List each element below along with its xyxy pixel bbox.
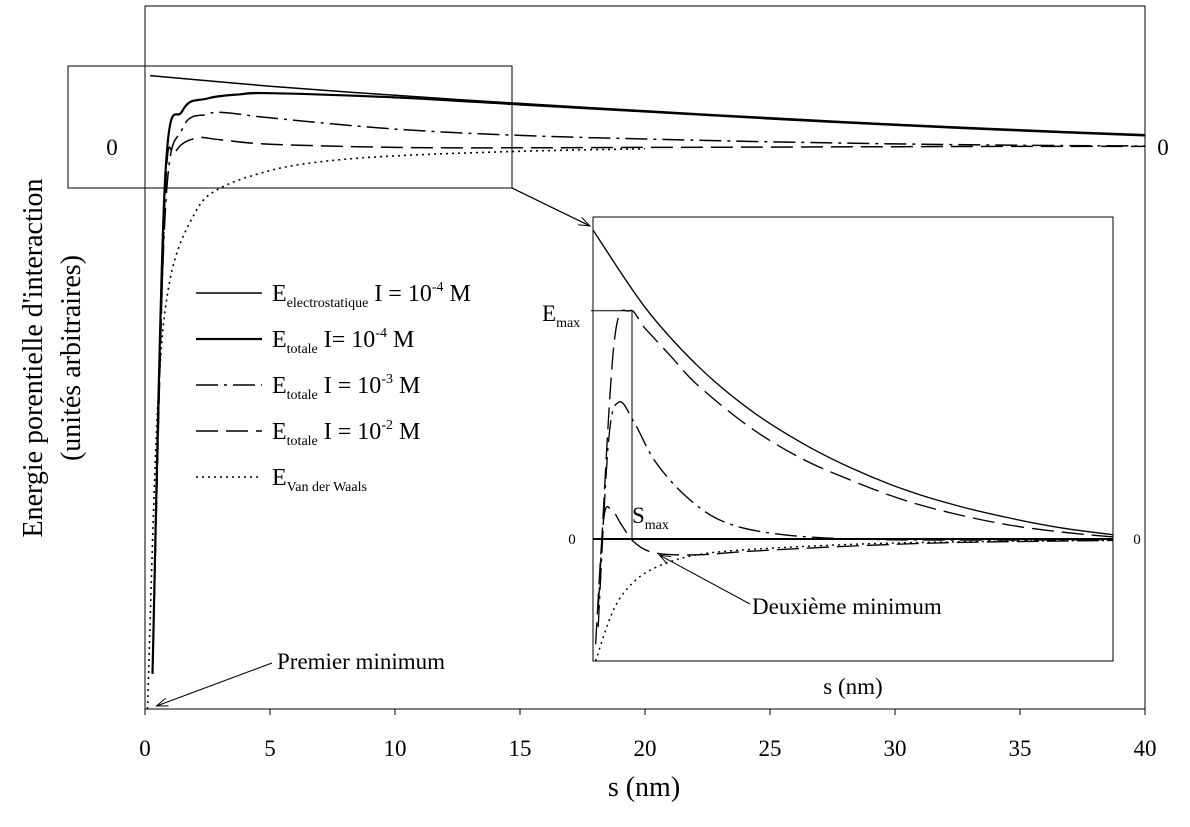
annotation-premier-minimum: Premier minimum <box>277 649 445 674</box>
annotation-deuxieme-minimum: Deuxième minimum <box>752 594 942 619</box>
main-series-line-3 <box>151 111 1146 674</box>
legend-entry-sup: -4 <box>432 280 444 295</box>
legend-entry-unit: M <box>393 373 420 399</box>
legend-entry-sup: -3 <box>381 372 393 387</box>
legend-entry-text: I = 10 <box>318 373 382 399</box>
legend-entry-sup: -2 <box>381 418 393 433</box>
x-axis-ticks: 0 5 10 15 20 25 30 35 40 <box>139 709 1157 761</box>
x-tick-label-10: 10 <box>384 736 407 761</box>
deuxieme-minimum-arrow <box>658 554 751 605</box>
legend-entry-sub: totale <box>287 434 318 449</box>
y-axis-title-line2: (unités arbitraires) <box>56 255 87 461</box>
x-tick-label-30: 30 <box>884 736 907 761</box>
main-series-line-1 <box>149 74 1146 136</box>
legend-entry-sub: totale <box>287 342 318 357</box>
x-tick-label-5: 5 <box>264 736 276 761</box>
inset-series-line-3 <box>597 401 1114 627</box>
main-series-line-4 <box>151 136 1146 674</box>
main-series-group <box>146 74 1146 710</box>
inset-emax-smax-markers <box>591 310 633 539</box>
legend-entry-3: Etotale I = 10-3 M <box>272 372 420 403</box>
premier-minimum-arrow <box>155 187 592 707</box>
main-series-line-5 <box>146 148 646 710</box>
deuxieme-arrow-shaft <box>659 554 751 605</box>
label-emax-base: E <box>542 301 556 326</box>
inset-zero-left: 0 <box>568 532 576 548</box>
inset-series-line-1 <box>592 229 1114 536</box>
zoom-connector-arrow-head <box>578 217 592 227</box>
legend-entry-sub: Van der Waals <box>287 480 367 495</box>
label-smax-base: S <box>632 503 645 528</box>
x-tick-label-25: 25 <box>759 736 782 761</box>
deuxieme-arrow-head <box>658 554 672 565</box>
label-emax-sub: max <box>556 316 580 331</box>
legend-entry-1: Eelectrostatique I = 10-4 M <box>272 280 471 311</box>
legend-entry-text: I = 10 <box>318 419 382 445</box>
legend-entry-unit: M <box>387 327 414 353</box>
legend-entry-sup: -4 <box>375 326 387 341</box>
inset-series-group <box>592 229 1114 662</box>
legend-entry-unit: M <box>444 281 471 307</box>
zoom-connector-arrow-shaft <box>511 187 591 227</box>
premier-arrow-shaft <box>156 662 273 707</box>
legend-entry-text: I= 10 <box>318 327 376 353</box>
x-tick-label-0: 0 <box>139 736 151 761</box>
main-series-line-2 <box>151 91 1146 674</box>
legend-entry-2: Etotale I= 10-4 M <box>272 326 414 357</box>
x-tick-label-35: 35 <box>1009 736 1032 761</box>
inset-x-axis-title: s (nm) <box>823 674 882 699</box>
legend-entry-base: E <box>272 465 287 491</box>
legend-entry-5: EVan der Waals <box>272 465 367 495</box>
label-emax: Emax <box>542 301 580 331</box>
inset-series-line-4 <box>594 505 1114 645</box>
legend-entry-unit: M <box>393 419 420 445</box>
premier-arrow-head <box>155 697 169 707</box>
x-tick-label-40: 40 <box>1134 736 1157 761</box>
legend-entry-sub: totale <box>287 388 318 403</box>
label-smax-sub: max <box>645 518 669 533</box>
legend-entry-base: E <box>272 281 287 307</box>
legend-entry-sub: electrostatique <box>287 296 369 311</box>
inset-series-line-2 <box>597 309 1114 610</box>
x-tick-label-20: 20 <box>634 736 657 761</box>
legend-entry-base: E <box>272 327 287 353</box>
inset-zero-right: 0 <box>1133 532 1141 548</box>
legend-entry-base: E <box>272 373 287 399</box>
y-tick-zero-right: 0 <box>1157 135 1169 160</box>
y-axis-title-line1: Energie porentielle d'interaction <box>18 178 49 537</box>
label-smax: Smax <box>632 503 669 533</box>
legend-entry-text: I = 10 <box>368 281 432 307</box>
inset-frame <box>592 216 1114 662</box>
legend-entry-base: E <box>272 419 287 445</box>
x-tick-label-15: 15 <box>509 736 532 761</box>
zoom-region-box <box>67 65 513 189</box>
y-tick-zero-left: 0 <box>106 135 118 160</box>
legend-entry-4: Etotale I = 10-2 M <box>272 418 420 449</box>
x-axis-title: s (nm) <box>608 772 680 803</box>
